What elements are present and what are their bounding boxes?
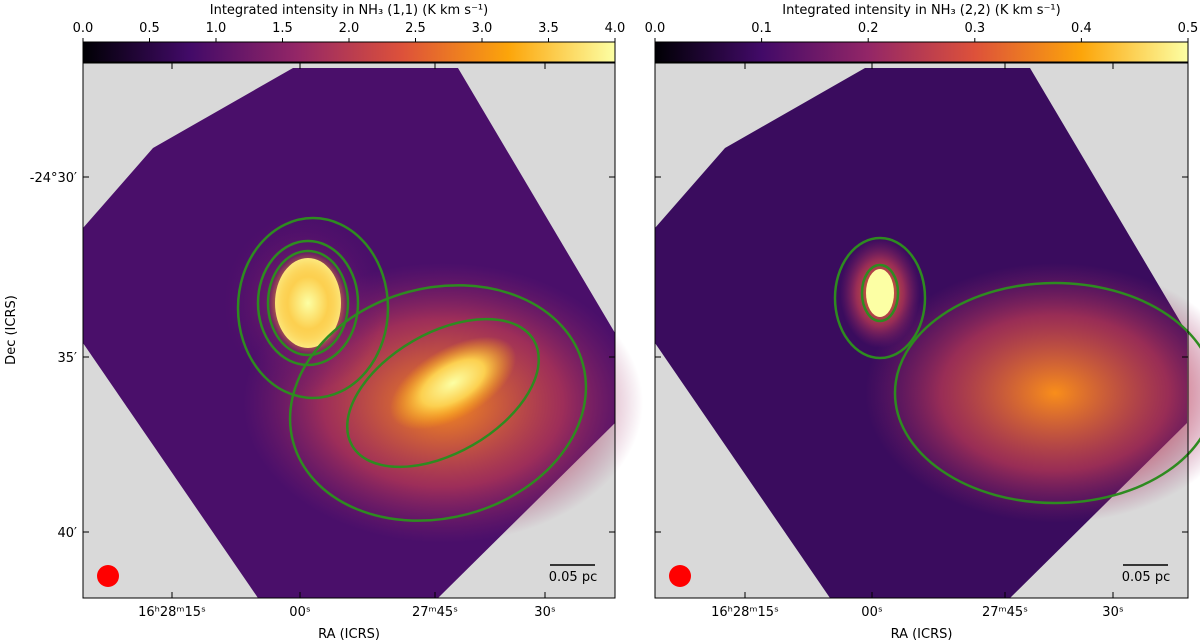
contour: [288, 284, 588, 522]
colorbar-tick-label: 0.0: [73, 21, 94, 36]
axes-frame: [82, 62, 616, 599]
scalebar-label: 0.05 pc: [1122, 570, 1170, 585]
colorbar-tick-label: 0.1: [751, 21, 772, 36]
x-axis-label: RA (ICRS): [318, 627, 380, 642]
contour: [266, 249, 350, 357]
image: [655, 68, 1200, 598]
x-tick-label: 16ʰ28ᵐ15ˢ: [711, 605, 779, 620]
image: [83, 68, 643, 598]
colorbar-tick-label: 3.5: [538, 21, 559, 36]
y-tick-label: -24°30′: [30, 171, 77, 186]
colorbar-tick-label: 4.0: [605, 21, 626, 36]
contour: [256, 239, 360, 367]
emission: [389, 336, 517, 430]
x-tick-label: 16ʰ28ᵐ15ˢ: [138, 605, 206, 620]
y-tick-label: 35′: [58, 351, 78, 366]
colorbar: [654, 41, 1189, 63]
contour: [893, 281, 1200, 505]
colorbar-tick-label: 0.5: [1178, 21, 1199, 36]
beam: [97, 565, 119, 587]
colorbar-tick-label: 0.0: [645, 21, 666, 36]
x-tick-label: 30ˢ: [1102, 605, 1124, 620]
axes-frame: [654, 62, 1189, 599]
colorbar-tick-label: 0.3: [964, 21, 985, 36]
x-tick-label: 00ˢ: [289, 605, 311, 620]
colorbar-tick-label: 0.2: [858, 21, 879, 36]
x-axis-label: RA (ICRS): [891, 627, 953, 642]
contour: [345, 317, 541, 469]
colorbar-tick-label: 0.4: [1071, 21, 1092, 36]
x-tick-label: 27ᵐ45ˢ: [412, 605, 458, 620]
colorbar-tick-label: 1.0: [206, 21, 227, 36]
x-tick-label: 30ˢ: [534, 605, 556, 620]
contour: [236, 216, 390, 400]
colorbar-tick-label: 0.5: [139, 21, 160, 36]
emission: [268, 251, 348, 355]
y-tick-label: 40′: [58, 526, 78, 541]
contour: [833, 236, 927, 360]
colorbar-tick-label: 2.5: [405, 21, 426, 36]
x-tick-label: 27ᵐ45ˢ: [982, 605, 1028, 620]
contour: [860, 263, 900, 323]
colorbar-tick-label: 3.0: [472, 21, 493, 36]
beam: [669, 565, 691, 587]
colorbar-label: Integrated intensity in NH₃ (1,1) (K km …: [210, 3, 488, 18]
colorbar: [82, 41, 616, 63]
emission: [866, 269, 894, 317]
y-axis-label: Dec (ICRS): [4, 295, 19, 365]
colorbar-label: Integrated intensity in NH₃ (2,2) (K km …: [782, 3, 1060, 18]
colorbar-tick-label: 1.5: [272, 21, 293, 36]
x-tick-label: 00ˢ: [861, 605, 883, 620]
emission: [865, 263, 1200, 523]
scalebar-label: 0.05 pc: [549, 570, 597, 585]
colorbar-tick-label: 2.0: [339, 21, 360, 36]
